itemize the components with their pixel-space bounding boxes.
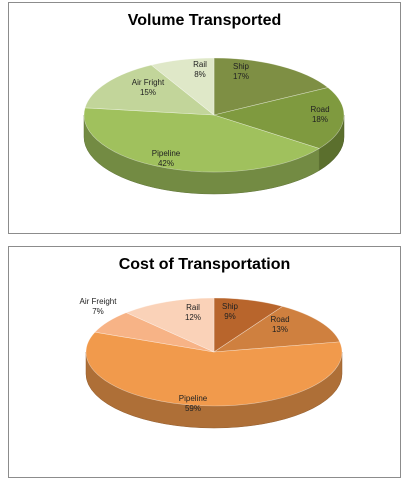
- slice-value-pipeline: 42%: [158, 159, 174, 168]
- slice-value-ship: 9%: [224, 312, 236, 321]
- slice-label-air-fright: Air Fright: [132, 78, 165, 87]
- pie-slice-rail: [150, 57, 215, 116]
- pie-slice-pipeline: [83, 107, 320, 173]
- pie-slice-road: [212, 87, 345, 149]
- slice-value-road: 13%: [272, 325, 288, 334]
- slice-value-rail: 12%: [185, 313, 201, 322]
- slice-label-road: Road: [310, 105, 329, 114]
- slice-value-air-freight: 7%: [92, 307, 104, 316]
- chart-title: Volume Transported: [127, 12, 282, 29]
- pie-slices: [83, 57, 345, 173]
- slice-label-pipeline: Pipeline: [152, 149, 181, 158]
- pie-slice-ship: [213, 57, 329, 116]
- chart-volume-transported: Volume Transported Ship 17% Road 18% Pipelin…: [8, 2, 401, 234]
- pie-slice-road: [212, 306, 341, 353]
- slice-label-ship: Ship: [233, 62, 250, 71]
- slice-value-ship: 17%: [233, 72, 249, 81]
- slice-label-ship: Ship: [222, 302, 239, 311]
- slice-value-pipeline: 59%: [185, 404, 201, 413]
- slice-label-air-freight: Air Freight: [80, 297, 118, 306]
- pie-slices: [85, 297, 343, 407]
- slice-value-air-fright: 15%: [140, 88, 156, 97]
- slice-label-pipeline: Pipeline: [179, 394, 208, 403]
- pie-slice-air-fright: [84, 64, 215, 116]
- chart-cost-of-transportation: Cost of Transportation Ship 9% Road 13% Pipe…: [8, 246, 401, 478]
- chart-title: Cost of Transportation: [118, 256, 291, 273]
- slice-label-road: Road: [270, 315, 289, 324]
- slice-value-road: 18%: [312, 115, 328, 124]
- slice-value-rail: 8%: [194, 70, 206, 79]
- pie-slice-rail: [125, 297, 215, 353]
- pie-slice-pipeline: [85, 331, 343, 407]
- slice-label-rail: Rail: [193, 60, 207, 69]
- slice-label-rail: Rail: [186, 303, 200, 312]
